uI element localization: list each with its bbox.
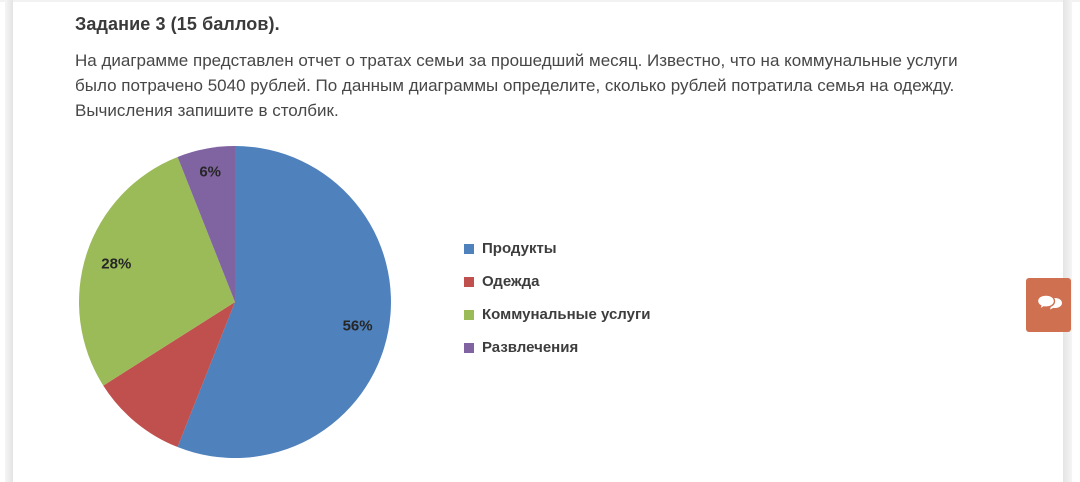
chat-bubbles-icon: [1036, 294, 1062, 312]
top-divider: [0, 0, 1080, 2]
pie-slice-1: [177, 146, 391, 458]
pie-slice-3: [78, 156, 235, 386]
legend-label: Одежда: [482, 273, 540, 290]
pie-chart: 56% 28% 6%: [45, 140, 445, 470]
pie-data-label: 56%: [343, 317, 373, 334]
pie-data-label: 28%: [101, 255, 131, 272]
legend-item: Развлечения: [464, 331, 650, 364]
task-title: Задание 3 (15 баллов).: [75, 14, 280, 34]
task-statement-line-1: На диаграмме представлен отчет о тратах …: [75, 51, 958, 70]
legend-swatch-icon: [464, 342, 474, 353]
pie-chart-svg: 56% 28% 6%: [78, 146, 391, 458]
legend-item: Одежда: [464, 265, 650, 298]
chat-button[interactable]: [1026, 278, 1071, 332]
legend-item: Продукты: [464, 232, 650, 265]
pie-slice-4: [177, 146, 235, 302]
legend-swatch-icon: [464, 309, 474, 320]
page-gutter-left: [5, 0, 13, 482]
chart-legend: Продукты Одежда Коммунальные услуги Развлеч…: [464, 232, 650, 364]
task-statement-line-3: Вычисления запишите в столбик.: [75, 101, 339, 120]
legend-item: Коммунальные услуги: [464, 298, 650, 331]
legend-label: Развлечения: [482, 339, 579, 356]
legend-label: Продукты: [482, 240, 557, 257]
legend-swatch-icon: [464, 243, 474, 254]
legend-swatch-icon: [464, 276, 474, 287]
page-gutter-right: [1063, 0, 1072, 482]
pie-data-label: 6%: [199, 164, 221, 181]
pie-slice-2: [103, 302, 235, 448]
task-statement: На диаграмме представлен отчет о тратах …: [75, 48, 958, 123]
task-statement-line-2: было потрачено 5040 рублей. По данным ди…: [75, 76, 955, 95]
legend-label: Коммунальные услуги: [482, 306, 651, 323]
